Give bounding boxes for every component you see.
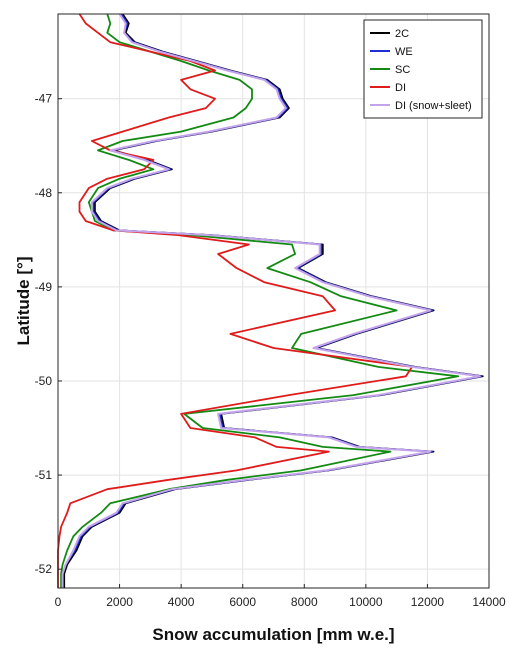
legend-label: SC [395, 64, 410, 76]
y-tick-label: -47 [35, 92, 53, 106]
x-tick-label: 4000 [168, 595, 195, 609]
x-tick-label: 12000 [411, 595, 445, 609]
legend-label: DI [395, 82, 406, 94]
x-tick-label: 6000 [229, 595, 256, 609]
y-tick-label: -50 [35, 374, 53, 388]
y-tick-label: -48 [35, 186, 53, 200]
y-tick-label: -49 [35, 280, 53, 294]
y-tick-label: -52 [35, 562, 53, 576]
series-line-di-snow-sleet [61, 13, 481, 588]
x-axis-title: Snow accumulation [mm w.e.] [152, 625, 394, 644]
legend: 2C WE SC DI DI (snow+sleet) [363, 19, 483, 119]
legend-label: WE [395, 46, 413, 58]
x-tick-label: 10000 [349, 595, 383, 609]
series-line-di [57, 13, 413, 588]
x-tick-label: 0 [55, 595, 62, 609]
x-tick-label: 8000 [291, 595, 318, 609]
series-line-sc [60, 13, 460, 588]
axis-ticks: 0 2000 4000 6000 8000 10000 12000 14000 -52 -51 -5… [35, 92, 506, 609]
legend-label: DI (snow+sleet) [395, 100, 472, 112]
y-tick-label: -51 [35, 468, 53, 482]
y-axis-title: Latitude [°] [14, 257, 33, 346]
series-lines [57, 13, 484, 588]
legend-label: 2C [395, 28, 409, 40]
x-tick-label: 14000 [472, 595, 506, 609]
plot-frame [57, 13, 490, 589]
x-tick-label: 2000 [106, 595, 133, 609]
